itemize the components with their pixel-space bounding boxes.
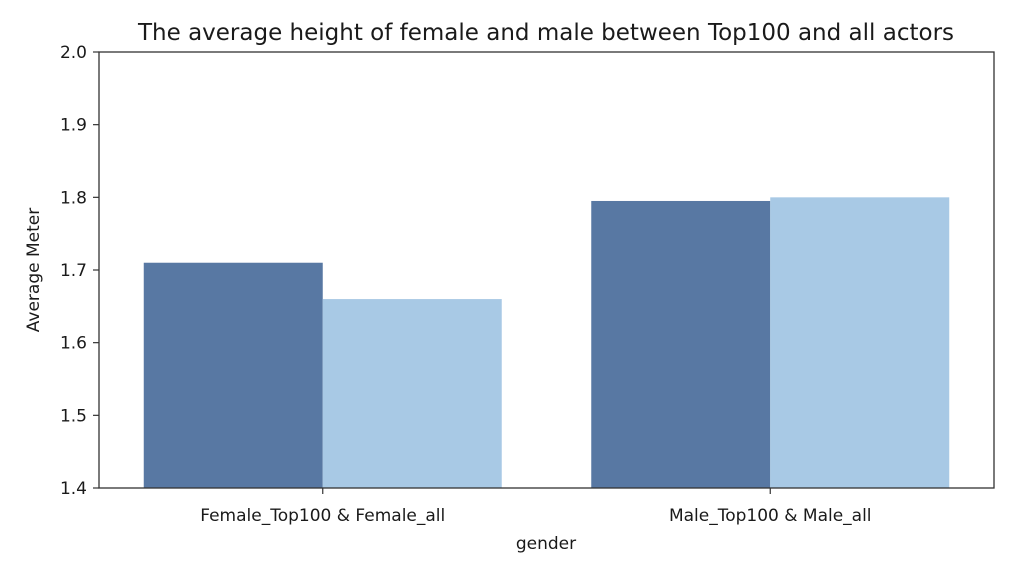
bar-2-1 (591, 200, 771, 488)
y-axis-label: Average Meter (24, 208, 44, 332)
y-tick-label: 2.0 (60, 43, 87, 63)
y-tick-label: 1.9 (60, 116, 87, 136)
bar-2-2 (770, 197, 950, 489)
bars-group (143, 197, 950, 489)
x-axis: Female_Top100 & Female_all Male_Top100 & … (200, 488, 872, 526)
bar-1-1 (143, 262, 323, 488)
y-tick-label: 1.5 (60, 406, 87, 426)
y-tick-label: 1.7 (60, 261, 87, 281)
bar-1-2 (322, 299, 502, 488)
x-axis-label: gender (516, 534, 576, 554)
y-tick-label: 1.8 (60, 188, 87, 208)
x-tick-label: Male_Top100 & Male_all (669, 506, 872, 526)
y-tick-label: 1.6 (60, 334, 87, 354)
y-axis: 1.4 1.5 1.6 1.7 1.8 1.9 2.0 (60, 43, 99, 499)
chart-title: The average height of female and male be… (137, 20, 954, 46)
y-tick-label: 1.4 (60, 479, 87, 499)
x-tick-label: Female_Top100 & Female_all (200, 506, 445, 526)
